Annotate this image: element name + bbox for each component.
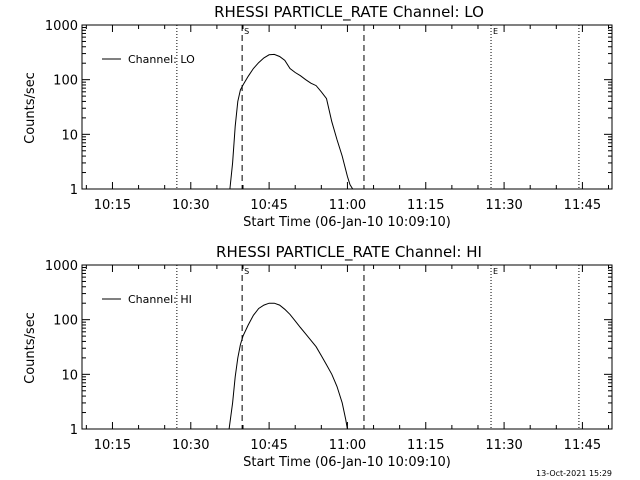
y-tick-label: 1000 [45, 19, 78, 34]
x-tick-label: 10:45 [250, 438, 287, 453]
x-axis-label: Start Time (06-Jan-10 10:09:10) [243, 215, 451, 230]
x-tick-label: 11:15 [407, 198, 444, 213]
x-axis-label: Start Time (06-Jan-10 10:09:10) [243, 455, 451, 470]
y-axis-label: Counts/sec [23, 312, 38, 384]
y-tick-label: 1 [70, 423, 78, 438]
y-axis-label: Counts/sec [23, 72, 38, 144]
x-tick-label: 11:00 [329, 198, 366, 213]
chart-title: RHESSI PARTICLE_RATE Channel: LO [214, 3, 484, 22]
x-tick-label: 10:15 [94, 198, 131, 213]
series-line [229, 53, 354, 190]
marker-label: S [244, 267, 249, 276]
chart-title: RHESSI PARTICLE_RATE Channel: HI [216, 243, 482, 262]
x-tick-label: 10:30 [172, 438, 209, 453]
x-tick-label: 11:30 [485, 438, 522, 453]
panel-channel-lo: RHESSI PARTICLE_RATE Channel: LO Start T… [23, 3, 613, 230]
x-tick-label: 11:30 [485, 198, 522, 213]
marker-label: S [244, 27, 249, 36]
legend-label: Channel: LO [128, 53, 195, 66]
x-tick-label: 11:00 [329, 438, 366, 453]
x-tick-label: 11:45 [564, 438, 601, 453]
y-tick-label: 100 [53, 74, 78, 89]
marker-label: E [493, 27, 498, 36]
legend-label: Channel: HI [128, 293, 192, 306]
x-tick-label: 11:15 [407, 438, 444, 453]
marker-label: E [493, 267, 498, 276]
y-tick-label: 10 [61, 128, 78, 143]
generation-timestamp: 13-Oct-2021 15:29 [536, 469, 612, 478]
x-tick-label: 10:45 [250, 198, 287, 213]
y-tick-label: 100 [53, 314, 78, 329]
x-tick-label: 10:15 [94, 438, 131, 453]
y-tick-label: 1000 [45, 259, 78, 274]
x-tick-label: 10:30 [172, 198, 209, 213]
y-tick-label: 1 [70, 183, 78, 198]
panel-channel-hi: RHESSI PARTICLE_RATE Channel: HI Start T… [23, 243, 613, 470]
y-tick-label: 10 [61, 368, 78, 383]
series-line [228, 302, 348, 430]
x-tick-label: 11:45 [564, 198, 601, 213]
